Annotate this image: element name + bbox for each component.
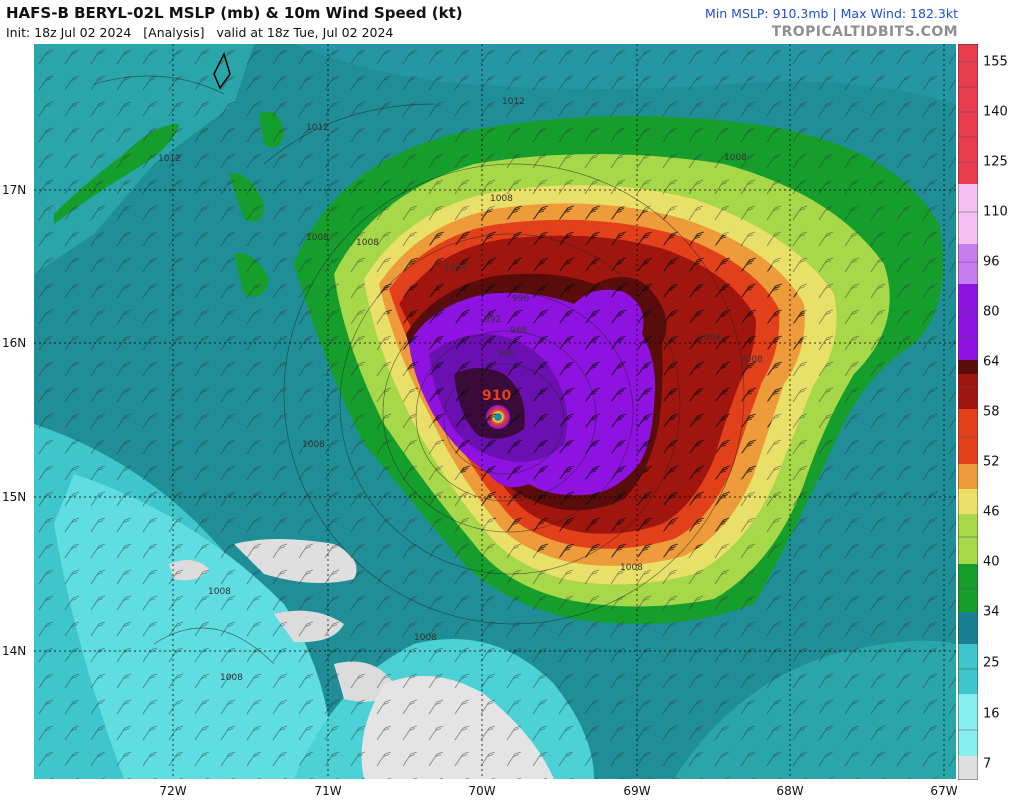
colorbar-tick: 96 (983, 254, 1000, 270)
wind-speed-map: 1012 1012 1012 1008 1008 1008 1008 1008 … (34, 44, 956, 779)
colorbar-segment-green (958, 564, 978, 612)
isobar-label: 1008 (490, 194, 513, 204)
colorbar-segment-lilac (958, 244, 978, 284)
colorbar-segment-teal (958, 612, 978, 644)
colorbar-segment-yellow-green (958, 514, 978, 564)
center-pressure-label: 910 (482, 388, 511, 404)
colorbar-tick: 25 (983, 655, 1000, 671)
isobar-label: 1004 (444, 263, 467, 273)
isobars (93, 75, 745, 665)
colorbar-tick: 155 (983, 54, 1008, 70)
isobar-label: 1008 (414, 633, 437, 643)
lon-label-72w: 72W (159, 784, 187, 798)
colorbar-tick: 80 (983, 304, 1000, 320)
isobar-label: 1012 (502, 97, 525, 107)
colorbar-segment-pink (958, 184, 978, 244)
isobar-label: 1008 (208, 587, 231, 597)
isobar-label: 1008 (620, 563, 643, 573)
colorbar-segment-red (958, 409, 978, 464)
map-title: HAFS-B BERYL-02L MSLP (mb) & 10m Wind Sp… (6, 4, 463, 22)
colorbar-tick: 46 (983, 504, 1000, 520)
lon-label-69w: 69W (623, 784, 651, 798)
isobar-label: 1008 (356, 238, 379, 248)
colorbar-segment-maroon (958, 360, 978, 374)
isobar-label: 1008 (306, 233, 329, 243)
isobar-label: 1012 (306, 123, 329, 133)
isobar-label: 996 (512, 294, 529, 304)
isobar-label: 1008 (220, 673, 243, 683)
colorbar-tick: 16 (983, 706, 1000, 722)
isobar-label: 1008 (740, 355, 763, 365)
lat-label-14n: 14N (2, 644, 27, 658)
lon-label-67w: 67W (930, 784, 958, 798)
isobar-label: 980 (498, 349, 515, 359)
init-valid-line: Init: 18z Jul 02 2024 [Analysis] valid a… (6, 25, 394, 40)
colorbar-tick: 64 (983, 354, 1000, 370)
isobar-label: 992 (484, 315, 501, 325)
isobar-label: 1008 (724, 153, 747, 163)
map-panel: 1012 1012 1012 1008 1008 1008 1008 1008 … (34, 44, 956, 779)
wind-barbs (34, 44, 956, 779)
colorbar-tick: 125 (983, 154, 1008, 170)
colorbar-segment-purple (958, 284, 978, 360)
site-watermark: TROPICALTIDBITS.COM (771, 24, 958, 40)
lon-label-70w: 70W (468, 784, 496, 798)
graticule (34, 44, 956, 779)
isobar-label: 1008 (302, 440, 325, 450)
isobar-label: 988 (510, 326, 527, 336)
colorbar-tick: 34 (983, 604, 1000, 620)
isobar-label: 1004 (698, 333, 721, 343)
lon-label-71w: 71W (314, 784, 342, 798)
lat-label-15n: 15N (2, 490, 27, 504)
colorbar (958, 44, 978, 780)
colorbar-tick: 7 (983, 756, 992, 772)
lon-label-68w: 68W (776, 784, 804, 798)
colorbar-tick: 140 (983, 104, 1008, 120)
colorbar-segment-yellow (958, 489, 978, 514)
isobar-label: 1012 (158, 154, 181, 164)
colorbar-segment-rose (958, 44, 978, 184)
storm-stats: Min MSLP: 910.3mb | Max Wind: 182.3kt (705, 6, 958, 21)
colorbar-tick: 110 (983, 204, 1008, 220)
colorbar-tick: 52 (983, 454, 1000, 470)
isobar-labels: 1012 1012 1012 1008 1008 1008 1008 1008 … (158, 97, 763, 683)
colorbar-tick: 58 (983, 404, 1000, 420)
colorbar-segment-orange (958, 464, 978, 489)
header: HAFS-B BERYL-02L MSLP (mb) & 10m Wind Sp… (0, 0, 1010, 44)
colorbar-segment-light-cyan (958, 694, 978, 756)
colorbar-segment-dark-red (958, 374, 978, 409)
colorbar-segment-white (958, 756, 978, 780)
lat-label-17n: 17N (2, 183, 27, 197)
lat-label-16n: 16N (2, 336, 27, 350)
colorbar-tick: 40 (983, 554, 1000, 570)
